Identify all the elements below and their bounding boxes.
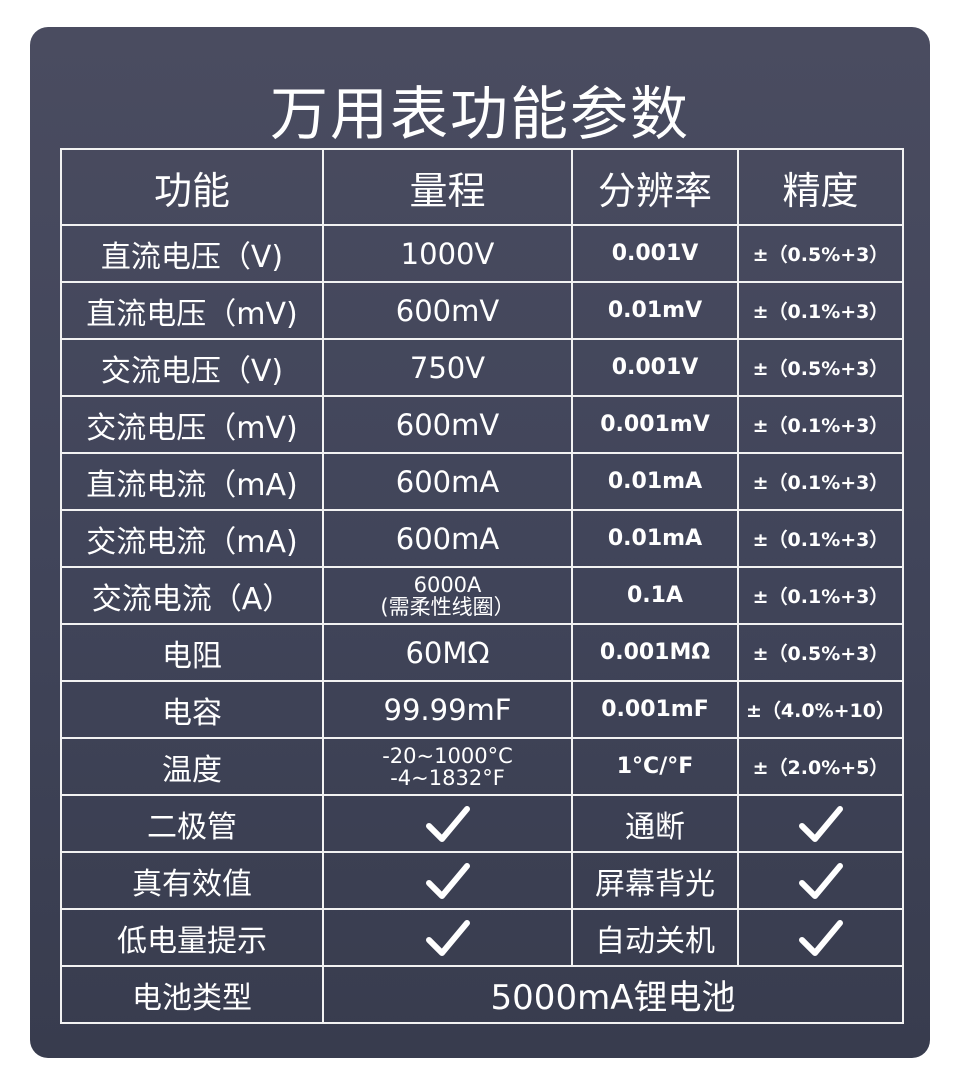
range-line: -4~1832°F xyxy=(390,765,505,790)
range-cell: 60MΩ xyxy=(322,623,573,682)
range-line: 6000A xyxy=(413,572,482,597)
accuracy-cell: ±（0.5%+3） xyxy=(737,224,904,283)
range-cell: 600mV xyxy=(322,395,573,454)
accuracy-cell: ±（0.1%+3） xyxy=(737,509,904,568)
resolution-cell: 0.1A xyxy=(571,566,739,625)
table-row: 二极管 通断 xyxy=(60,794,904,853)
feature-label: 真有效值 xyxy=(60,851,324,910)
checkmark-icon xyxy=(425,919,471,956)
feature-supported xyxy=(322,851,573,910)
header-range: 量程 xyxy=(322,148,573,226)
header-resolution: 分辨率 xyxy=(571,148,739,226)
accuracy-cell: ±（0.1%+3） xyxy=(737,281,904,340)
resolution-cell: 0.001V xyxy=(571,224,739,283)
range-cell: 6000A (需柔性线圈） xyxy=(322,566,573,625)
resolution-cell: 0.01mA xyxy=(571,452,739,511)
page-title: 万用表功能参数 xyxy=(269,80,690,148)
range-cell: 600mA xyxy=(322,509,573,568)
function-cell: 电阻 xyxy=(60,623,324,682)
feature-supported xyxy=(737,794,904,853)
function-cell: 交流电流（mA) xyxy=(60,509,324,568)
table-row: 电池类型 5000mA锂电池 xyxy=(60,965,904,1024)
table-row: 交流电压（mV) 600mV 0.001mV ±（0.1%+3） xyxy=(60,395,904,454)
table-row: 交流电流（A） 6000A (需柔性线圈） 0.1A ±（0.1%+3） xyxy=(60,566,904,625)
resolution-cell: 1°C/°F xyxy=(571,737,739,796)
table-row: 交流电压（V) 750V 0.001V ±（0.5%+3） xyxy=(60,338,904,397)
feature-label: 低电量提示 xyxy=(60,908,324,967)
header-row: 功能 量程 分辨率 精度 xyxy=(60,148,904,226)
range-line: (需柔性线圈） xyxy=(380,594,515,619)
spec-table: 功能 量程 分辨率 精度 直流电压（V) 1000V 0.001V ±（0.5%+3）… xyxy=(60,148,904,1024)
checkmark-icon xyxy=(425,805,471,842)
table-row: 低电量提示 自动关机 xyxy=(60,908,904,967)
range-cell: -20~1000°C -4~1832°F xyxy=(322,737,573,796)
function-cell: 温度 xyxy=(60,737,324,796)
table-row: 直流电压（mV) 600mV 0.01mV ±（0.1%+3） xyxy=(60,281,904,340)
accuracy-cell: ±（0.5%+3） xyxy=(737,338,904,397)
accuracy-cell: ±（0.1%+3） xyxy=(737,395,904,454)
table-row: 直流电压（V) 1000V 0.001V ±（0.5%+3） xyxy=(60,224,904,283)
feature-label: 屏幕背光 xyxy=(571,851,739,910)
range-cell: 600mV xyxy=(322,281,573,340)
range-cell: 750V xyxy=(322,338,573,397)
accuracy-cell: ±（0.1%+3） xyxy=(737,566,904,625)
range-cell: 1000V xyxy=(322,224,573,283)
table-row: 交流电流（mA) 600mA 0.01mA ±（0.1%+3） xyxy=(60,509,904,568)
function-cell: 交流电流（A） xyxy=(60,566,324,625)
accuracy-cell: ±（2.0%+5） xyxy=(737,737,904,796)
function-cell: 交流电压（V) xyxy=(60,338,324,397)
accuracy-cell: ±（0.1%+3） xyxy=(737,452,904,511)
resolution-cell: 0.001V xyxy=(571,338,739,397)
checkmark-icon xyxy=(798,919,844,956)
resolution-cell: 0.001mV xyxy=(571,395,739,454)
feature-label: 自动关机 xyxy=(571,908,739,967)
range-line: -20~1000°C xyxy=(382,743,513,768)
checkmark-icon xyxy=(798,805,844,842)
function-cell: 直流电压（mV) xyxy=(60,281,324,340)
header-function: 功能 xyxy=(60,148,324,226)
battery-label: 电池类型 xyxy=(60,965,324,1024)
feature-supported xyxy=(322,908,573,967)
table-row: 电容 99.99mF 0.001mF ±（4.0%+10） xyxy=(60,680,904,739)
resolution-cell: 0.001MΩ xyxy=(571,623,739,682)
checkmark-icon xyxy=(798,862,844,899)
accuracy-cell: ±（0.5%+3） xyxy=(737,623,904,682)
header-accuracy: 精度 xyxy=(737,148,904,226)
table-row: 电阻 60MΩ 0.001MΩ ±（0.5%+3） xyxy=(60,623,904,682)
function-cell: 交流电压（mV) xyxy=(60,395,324,454)
function-cell: 直流电流（mA) xyxy=(60,452,324,511)
range-cell: 600mA xyxy=(322,452,573,511)
table-row: 真有效值 屏幕背光 xyxy=(60,851,904,910)
accuracy-cell: ±（4.0%+10） xyxy=(737,680,904,739)
resolution-cell: 0.01mV xyxy=(571,281,739,340)
feature-supported xyxy=(737,851,904,910)
checkmark-icon xyxy=(425,862,471,899)
function-cell: 直流电压（V) xyxy=(60,224,324,283)
feature-label: 二极管 xyxy=(60,794,324,853)
table-row: 直流电流（mA) 600mA 0.01mA ±（0.1%+3） xyxy=(60,452,904,511)
feature-supported xyxy=(322,794,573,853)
feature-label: 通断 xyxy=(571,794,739,853)
range-cell: 99.99mF xyxy=(322,680,573,739)
battery-value: 5000mA锂电池 xyxy=(322,965,904,1024)
table-row: 温度 -20~1000°C -4~1832°F 1°C/°F ±（2.0%+5） xyxy=(60,737,904,796)
resolution-cell: 0.001mF xyxy=(571,680,739,739)
function-cell: 电容 xyxy=(60,680,324,739)
resolution-cell: 0.01mA xyxy=(571,509,739,568)
feature-supported xyxy=(737,908,904,967)
